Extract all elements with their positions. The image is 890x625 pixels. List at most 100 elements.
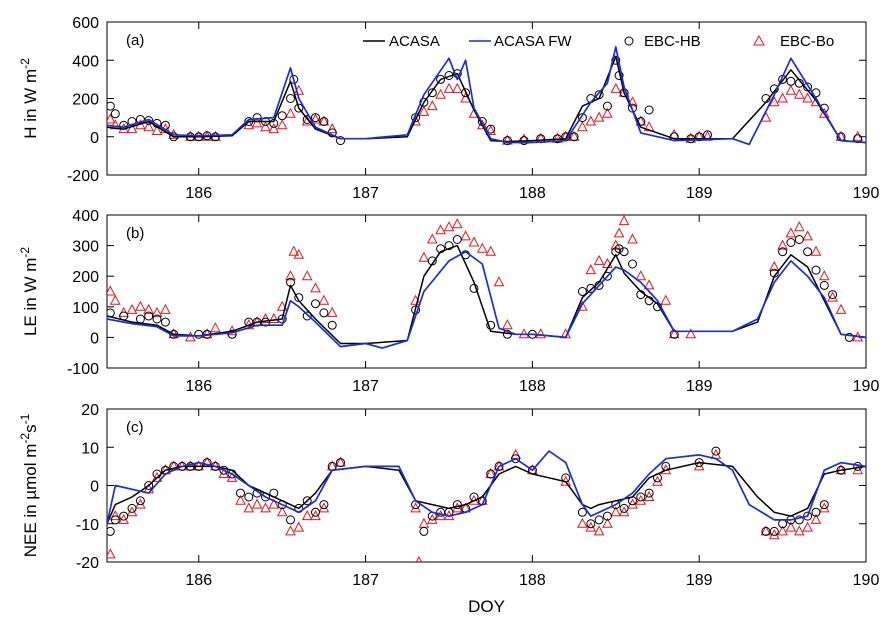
point-ebc-bo (293, 521, 305, 532)
point-ebc-bo (602, 517, 613, 528)
point-ebc-bo (810, 513, 822, 524)
point-ebc-hb (819, 500, 829, 510)
point-ebc-hb (577, 507, 587, 517)
point-ebc-hb (844, 332, 854, 342)
point-ebc-hb (461, 88, 471, 98)
point-ebc-bo (160, 303, 171, 314)
plot-area (107, 46, 866, 146)
point-ebc-bo (418, 105, 430, 116)
point-ebc-bo (460, 230, 471, 241)
point-ebc-bo (818, 270, 830, 281)
point-ebc-bo (251, 498, 263, 509)
panel-label: (c) (126, 419, 144, 436)
point-ebc-bo (593, 525, 605, 536)
point-ebc-bo (777, 92, 788, 103)
point-ebc-bo (276, 300, 288, 311)
point-ebc-hb (219, 465, 229, 475)
point-ebc-bo (602, 107, 613, 118)
point-ebc-hb (786, 238, 796, 247)
y-tick-label: 200 (72, 269, 99, 286)
point-ebc-bo (793, 221, 805, 232)
point-ebc-bo (268, 498, 280, 509)
point-ebc-hb (569, 132, 579, 142)
point-ebc-hb (135, 314, 145, 324)
point-ebc-bo (577, 121, 588, 132)
point-ebc-bo (493, 276, 505, 287)
plot-frame (106, 214, 867, 369)
x-tick-label: 190 (853, 185, 880, 202)
point-ebc-hb (269, 118, 279, 128)
point-ebc-bo (143, 121, 155, 132)
point-ebc-hb (194, 329, 204, 339)
point-ebc-hb (778, 247, 788, 257)
point-ebc-bo (126, 303, 138, 314)
point-ebc-bo (310, 282, 321, 293)
point-ebc-hb (311, 507, 320, 517)
point-ebc-bo (768, 96, 780, 107)
point-ebc-hb (436, 74, 446, 84)
point-ebc-bo (151, 306, 163, 317)
legend-label-ebc-hb: EBC-HB (644, 33, 701, 50)
point-ebc-hb (427, 88, 437, 98)
point-ebc-bo (235, 494, 246, 505)
point-ebc-bo (126, 123, 138, 134)
y-tick-label: 100 (72, 300, 99, 317)
y-tick-label: 0 (90, 330, 99, 347)
point-ebc-hb (452, 235, 462, 244)
point-ebc-bo (143, 303, 155, 314)
point-ebc-hb (811, 507, 821, 517)
point-ebc-hb (444, 241, 454, 251)
point-ebc-bo (107, 113, 116, 124)
point-ebc-bo (301, 270, 313, 281)
point-ebc-bo (468, 236, 480, 247)
point-ebc-hb (511, 454, 521, 464)
plot-frame (106, 408, 867, 563)
x-axis-title: DOY (468, 597, 505, 616)
point-ebc-hb (602, 511, 612, 521)
point-ebc-hb (711, 446, 721, 456)
point-ebc-bo (802, 521, 813, 532)
point-ebc-bo (610, 82, 622, 93)
point-ebc-bo (109, 510, 121, 521)
y-tick-label: 600 (72, 15, 99, 32)
point-ebc-hb (452, 500, 462, 510)
y-tick-label: 0 (90, 130, 99, 147)
legend-marker-ebc-bo (753, 34, 765, 46)
point-ebc-hb (286, 94, 295, 103)
y-tick-label: 10 (81, 440, 99, 457)
point-ebc-bo (577, 300, 588, 311)
point-ebc-bo (415, 555, 423, 562)
x-tick-label: 186 (185, 572, 212, 589)
point-ebc-bo (827, 291, 838, 302)
series-line-acasa (107, 244, 866, 345)
point-ebc-bo (426, 233, 438, 244)
point-ebc-bo (268, 312, 280, 323)
point-ebc-hb (302, 311, 312, 321)
point-ebc-bo (585, 115, 597, 126)
x-tick-label: 189 (686, 185, 713, 202)
point-ebc-hb (144, 481, 154, 490)
point-ebc-hb (319, 500, 329, 510)
point-ebc-hb (419, 526, 429, 536)
point-ebc-hb (144, 311, 154, 321)
point-ebc-bo (685, 328, 697, 339)
point-ebc-hb (119, 511, 129, 521)
legend-label-acasa-fw: ACASA FW (494, 33, 572, 50)
point-ebc-bo (443, 82, 455, 93)
point-ebc-bo (418, 251, 430, 262)
x-tick-label: 187 (352, 378, 379, 395)
point-ebc-hb (286, 515, 295, 525)
point-ebc-hb (494, 461, 504, 471)
series-line-acasa-fw (107, 46, 866, 146)
y-axis-title: H in W m-2 (18, 58, 40, 139)
point-ebc-bo (618, 215, 630, 226)
y-tick-label: 0 (90, 479, 99, 496)
point-ebc-hb (319, 308, 329, 318)
point-ebc-bo (251, 117, 263, 128)
point-ebc-bo (777, 239, 788, 250)
point-ebc-hb (294, 103, 304, 113)
point-ebc-hb (319, 117, 329, 126)
point-ebc-bo (268, 123, 280, 134)
point-ebc-bo (435, 224, 446, 235)
point-ebc-bo (151, 124, 163, 135)
